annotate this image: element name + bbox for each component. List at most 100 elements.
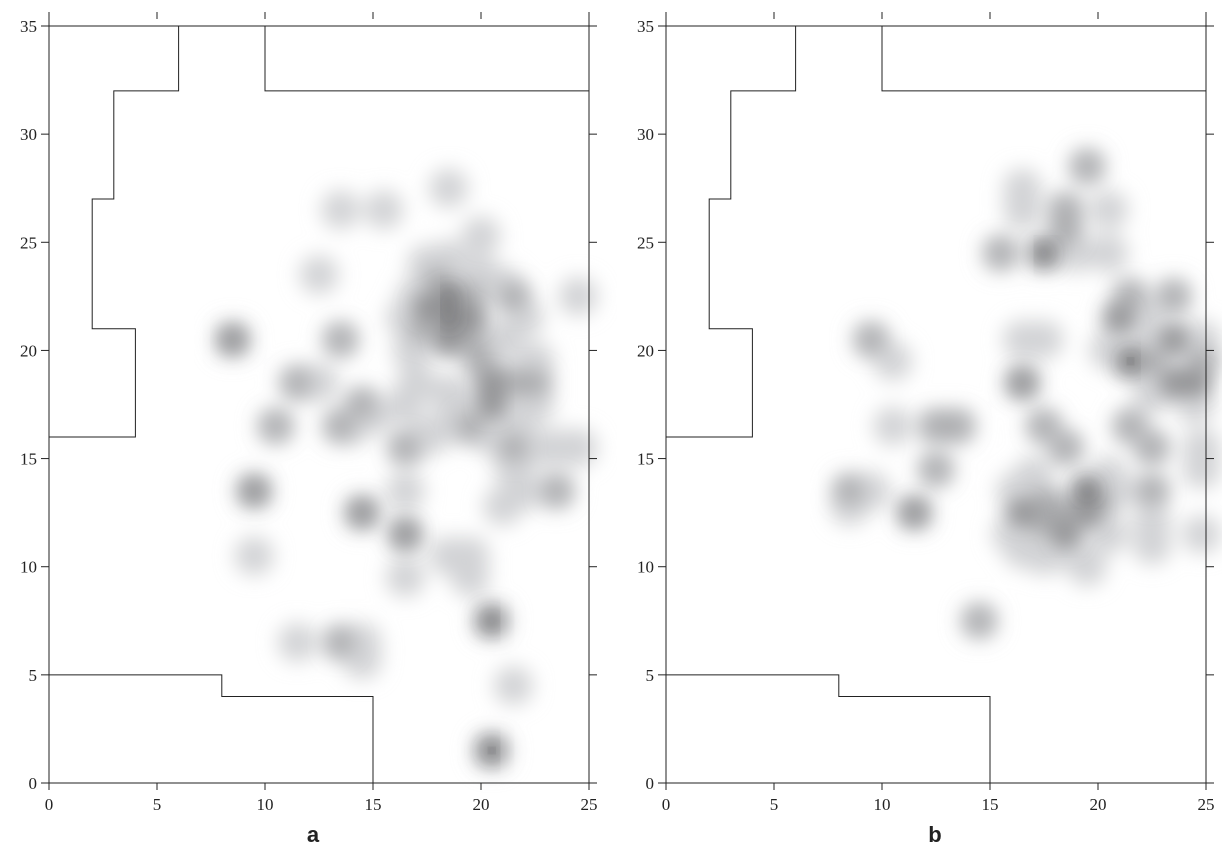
density-point <box>945 413 971 439</box>
y-tick-label: 25 <box>20 233 37 252</box>
density-point <box>522 370 548 396</box>
density-level-3 <box>223 287 501 760</box>
density-point <box>1053 218 1079 244</box>
density-point <box>483 486 522 526</box>
y-tick-label: 15 <box>637 450 654 469</box>
density-point <box>234 536 274 576</box>
y-tick-label: 10 <box>20 558 37 577</box>
density-point <box>1132 320 1172 359</box>
density-point <box>1056 525 1075 543</box>
density-point <box>1164 374 1183 392</box>
density-point <box>515 385 555 424</box>
density-point <box>442 312 455 324</box>
density-layer <box>830 147 1222 641</box>
density-point <box>923 456 949 482</box>
density-point <box>488 747 496 755</box>
site-boundary-line <box>49 674 374 783</box>
density-point <box>299 363 339 403</box>
y-tick-label: 20 <box>20 341 37 360</box>
x-tick-label: 5 <box>770 795 779 814</box>
density-point <box>425 268 451 294</box>
y-tick-label: 0 <box>646 774 655 793</box>
density-point <box>349 391 375 418</box>
density-point <box>500 435 526 461</box>
density-point <box>461 309 479 327</box>
density-point <box>966 608 992 634</box>
y-tick-label: 30 <box>637 125 654 144</box>
x-tick-label: 20 <box>473 795 490 814</box>
density-point <box>450 385 490 424</box>
density-point <box>396 525 415 543</box>
density-point <box>1078 504 1096 522</box>
density-point <box>1013 456 1053 496</box>
density-point <box>500 370 526 396</box>
density-point <box>263 413 289 439</box>
site-boundary-line <box>49 26 180 438</box>
density-point <box>1074 154 1100 180</box>
y-tick-label: 35 <box>20 17 37 36</box>
density-point <box>1139 435 1165 461</box>
density-point <box>483 374 501 392</box>
density-level-3 <box>905 244 1204 543</box>
x-tick-label: 15 <box>365 795 382 814</box>
density-point <box>429 168 468 208</box>
density-point <box>328 413 354 439</box>
panel-b: 0 5 10 15 20 25 0 5 10 15 20 25 30 35 b <box>637 12 1222 847</box>
density-point <box>1089 233 1129 273</box>
x-tick-label: 20 <box>1090 795 1107 814</box>
density-point <box>873 406 913 446</box>
density-point <box>418 298 436 316</box>
density-point <box>1126 357 1134 365</box>
density-point <box>1189 348 1215 374</box>
y-tick-label: 15 <box>20 450 37 469</box>
density-point <box>1139 478 1165 504</box>
density-point <box>457 283 483 309</box>
density-point <box>299 255 339 295</box>
site-boundary-line <box>666 26 797 438</box>
panel-a: 0 5 10 15 20 25 0 5 10 15 20 25 30 35 a <box>20 12 598 847</box>
y-tick-label: 30 <box>20 125 37 144</box>
density-point <box>483 395 501 414</box>
density-point <box>1117 413 1143 439</box>
density-point <box>342 640 382 680</box>
density-point <box>1031 510 1057 536</box>
x-tick-label: 5 <box>153 795 162 814</box>
density-point <box>450 558 490 597</box>
density-point <box>457 327 483 353</box>
density-point <box>1110 309 1129 327</box>
density-point <box>1175 385 1215 424</box>
density-point <box>988 240 1014 266</box>
density-point <box>1031 413 1057 439</box>
y-tick-label: 10 <box>637 558 654 577</box>
density-point <box>321 190 360 230</box>
density-point <box>1117 283 1143 309</box>
density-point <box>1089 514 1129 554</box>
density-point <box>461 216 501 256</box>
y-tick-label: 0 <box>29 774 38 793</box>
density-point <box>410 316 436 342</box>
density-layer <box>213 168 598 770</box>
density-point <box>392 435 418 461</box>
density-point <box>1164 330 1183 349</box>
panel-label: a <box>307 822 320 847</box>
density-point <box>328 629 354 655</box>
density-point <box>278 623 317 662</box>
density-point <box>245 482 263 500</box>
density-point <box>468 348 494 374</box>
density-point <box>386 471 425 511</box>
x-tick-label: 0 <box>662 795 671 814</box>
density-point <box>328 327 354 353</box>
density-point <box>457 413 483 439</box>
y-tick-label: 5 <box>646 666 655 685</box>
x-tick-label: 10 <box>874 795 891 814</box>
y-tick-label: 20 <box>637 341 654 360</box>
density-level-5 <box>1126 357 1134 365</box>
density-point <box>515 341 555 381</box>
density-point <box>284 370 310 396</box>
density-point <box>500 283 526 309</box>
density-point <box>1182 450 1222 489</box>
density-point <box>364 190 404 230</box>
site-boundary-line <box>881 26 1206 92</box>
density-point <box>1031 489 1057 515</box>
density-point <box>1132 525 1172 565</box>
